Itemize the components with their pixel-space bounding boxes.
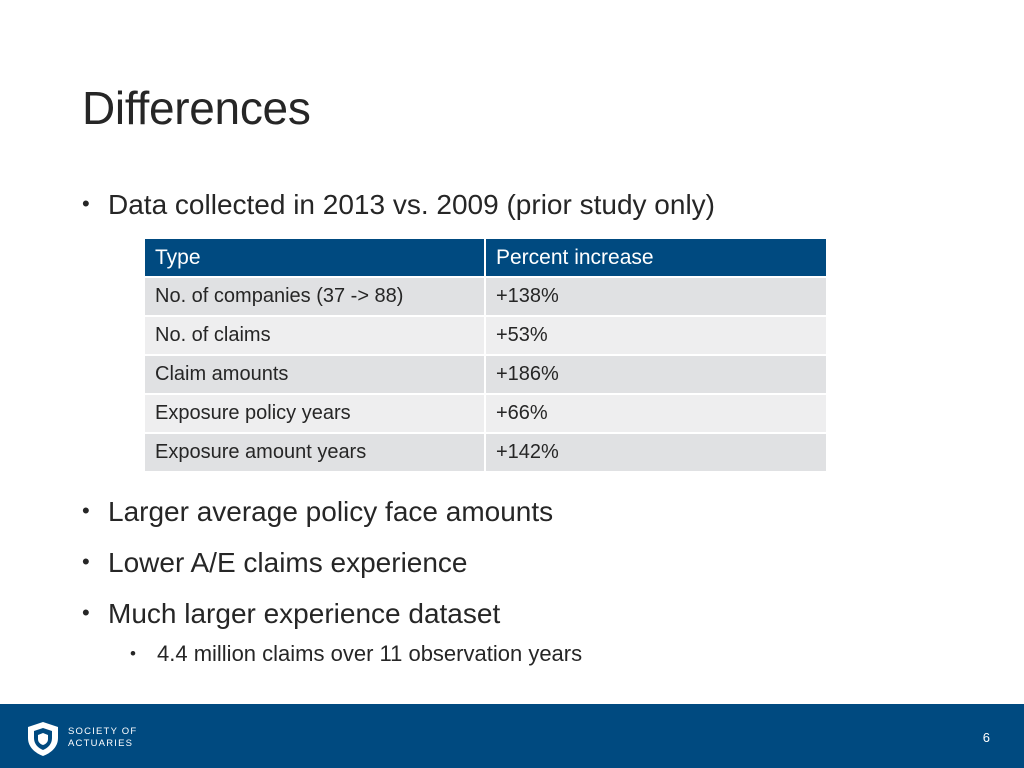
table-header-type: Type bbox=[143, 237, 486, 278]
table-cell-percent: +186% bbox=[484, 354, 828, 395]
slide-title: Differences bbox=[82, 82, 311, 134]
table-header-row: Type Percent increase bbox=[143, 237, 828, 278]
bullet-dot-icon: • bbox=[82, 498, 90, 523]
table-cell-type: Exposure policy years bbox=[143, 393, 486, 434]
sub-bullet-item: • 4.4 million claims over 11 observation … bbox=[130, 639, 582, 669]
bullet-text: Much larger experience dataset bbox=[108, 598, 501, 629]
logo-text-line1: SOCIETY OF bbox=[68, 726, 138, 737]
page-number: 6 bbox=[982, 730, 990, 745]
bullet-dot-icon: • bbox=[82, 191, 90, 216]
table-cell-percent: +66% bbox=[484, 393, 828, 434]
bullet-dot-icon: • bbox=[130, 644, 136, 663]
bullet-item: • Much larger experience dataset bbox=[82, 595, 500, 632]
table-row: No. of companies (37 -> 88) +138% bbox=[143, 276, 828, 317]
table-header-percent-increase: Percent increase bbox=[484, 237, 828, 278]
bullet-dot-icon: • bbox=[82, 600, 90, 625]
table-cell-percent: +142% bbox=[484, 432, 828, 473]
bullet-text: Larger average policy face amounts bbox=[108, 496, 554, 527]
table-cell-percent: +138% bbox=[484, 276, 828, 317]
table-cell-type: Claim amounts bbox=[143, 354, 486, 395]
logo-text-line2: ACTUARIES bbox=[68, 738, 134, 749]
bullet-item: • Lower A/E claims experience bbox=[82, 544, 468, 581]
table-cell-type: Exposure amount years bbox=[143, 432, 486, 473]
bullet-item: • Data collected in 2013 vs. 2009 (prior … bbox=[82, 186, 715, 223]
table-row: Exposure amount years +142% bbox=[143, 432, 828, 473]
sub-bullet-text: 4.4 million claims over 11 observation y… bbox=[157, 641, 583, 666]
bullet-text: Lower A/E claims experience bbox=[108, 547, 468, 578]
bullet-item: • Larger average policy face amounts bbox=[82, 493, 553, 530]
table-cell-type: No. of claims bbox=[143, 315, 486, 356]
comparison-table: Type Percent increase No. of companies (… bbox=[143, 237, 828, 473]
soa-shield-logo-icon bbox=[28, 722, 58, 756]
bullet-text: Data collected in 2013 vs. 2009 (prior s… bbox=[108, 189, 715, 220]
table-row: No. of claims +53% bbox=[143, 315, 828, 356]
footer-bar: SOCIETY OF ACTUARIES 6 bbox=[0, 704, 1024, 768]
bullet-dot-icon: • bbox=[82, 549, 90, 574]
table-cell-percent: +53% bbox=[484, 315, 828, 356]
table-row: Claim amounts +186% bbox=[143, 354, 828, 395]
table-row: Exposure policy years +66% bbox=[143, 393, 828, 434]
soa-logo-text: SOCIETY OF ACTUARIES bbox=[68, 726, 137, 750]
table-cell-type: No. of companies (37 -> 88) bbox=[143, 276, 486, 317]
